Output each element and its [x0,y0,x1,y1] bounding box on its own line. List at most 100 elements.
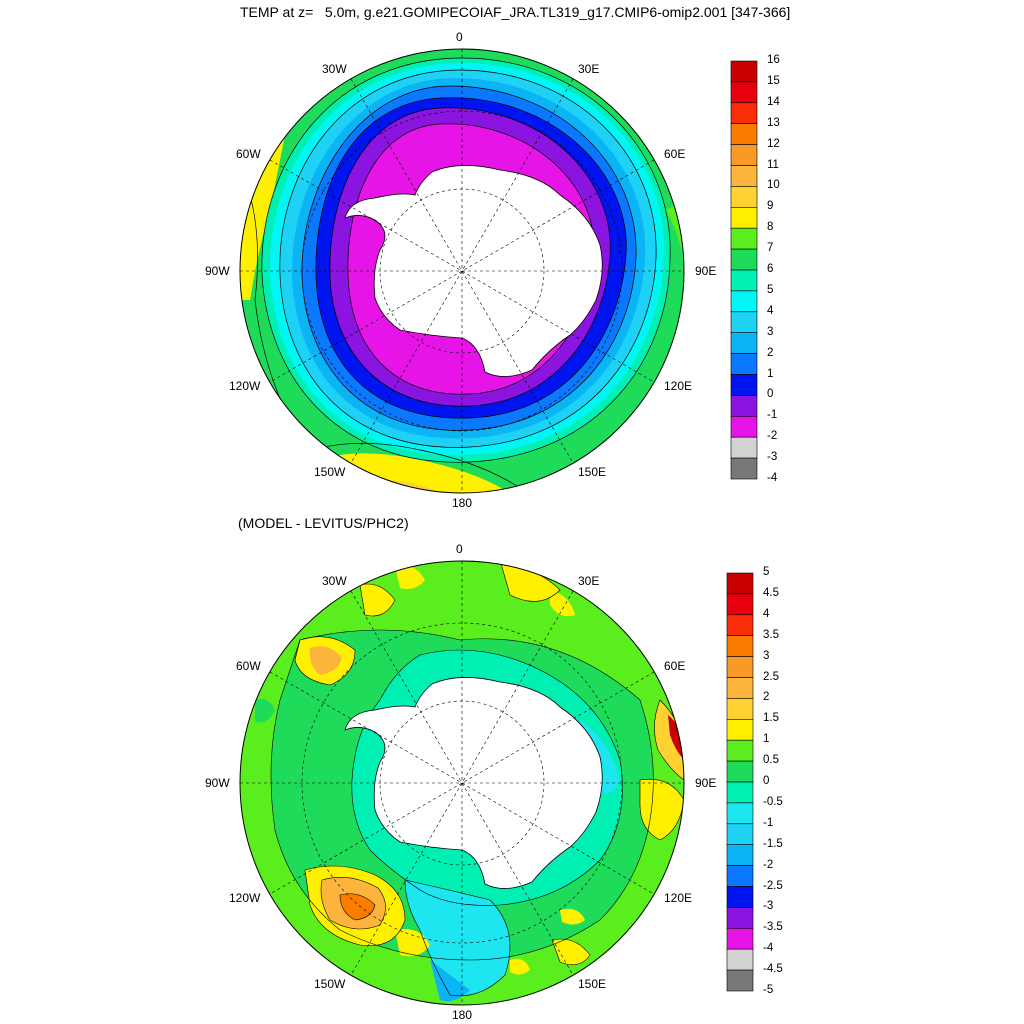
lon-label-30e: 30E [578,574,600,588]
colorbar-tick-label: 0 [767,388,774,401]
colorbar-box [726,572,754,595]
sst-map [240,49,684,493]
colorbar-box [726,635,754,657]
lon-label-150w: 150W [314,465,346,479]
colorbar-box [726,907,754,929]
colorbar-tick-label: -2.5 [763,879,783,892]
colorbar-tick-label: 3 [763,649,770,662]
colorbar-box [730,395,758,417]
colorbar-box [726,802,754,825]
colorbar-tick-label: 5 [767,283,774,296]
colorbar-tick-label: 4 [763,607,770,620]
colorbar-tick-label: 16 [767,54,780,66]
colorbar-box [730,290,758,313]
colorbar-tick-label: -5 [763,984,774,996]
colorbar-tick-label: -1 [767,409,778,422]
colorbar-box [730,123,758,145]
lon-label-120e: 120E [664,891,693,905]
colorbar-tick-label: 1.5 [763,712,779,725]
lon-label-60w: 60W [236,659,261,673]
colorbar-tick-label: -0.5 [763,795,783,808]
colorbar-tick-label: 0.5 [763,754,779,767]
colorbar-box [726,844,754,866]
main-title: TEMP at z= 5.0m, g.e21.GOMIPECOIAF_JRA.T… [240,4,791,20]
lon-label-30w: 30W [322,574,347,588]
lon-label-180: 180 [452,496,473,510]
colorbar-tick-label: 6 [767,263,774,275]
colorbar-tick-label: 13 [767,116,780,129]
colorbar-box [730,353,758,375]
colorbar-box [730,269,758,292]
colorbar-box [730,186,758,208]
colorbar-box [726,927,754,950]
colorbar-box [726,781,754,804]
colorbar-box [726,718,754,741]
colorbar-tick-label: 2 [767,346,774,359]
lon-label-120e: 120E [664,379,693,393]
colorbar-tick-label: 4.5 [763,586,779,599]
colorbar-box [730,332,758,354]
lon-label-90w: 90W [205,264,230,278]
colorbar-box [726,656,754,678]
lon-label-60w: 60W [236,147,261,161]
colorbar-tick-label: 10 [767,179,780,192]
colorbar-tick-label: 1 [763,733,770,746]
colorbar-tick-label: -4.5 [763,963,783,976]
colorbar-box [726,886,754,908]
colorbar-box [726,698,754,720]
lon-label-60e: 60E [664,659,686,673]
lon-label-120w: 120W [229,891,261,905]
colorbar-box [730,144,758,166]
colorbar-box [730,311,758,333]
colorbar-box [730,102,758,125]
colorbar-tick-label: 14 [767,95,780,108]
colorbar-box [730,60,758,83]
colorbar-box [730,227,758,250]
colorbar-tick-label: 5 [763,566,770,578]
colorbar-box [726,865,754,887]
colorbar-tick-label: 11 [767,158,779,171]
lon-label-90e: 90E [695,264,717,278]
colorbar-box [726,948,754,971]
sst-colorbar [730,60,758,480]
colorbar-box [730,165,758,187]
colorbar-box [730,436,758,459]
colorbar-tick-label: -3 [763,900,774,913]
colorbar-box [730,207,758,229]
lon-label-180: 180 [452,1008,473,1022]
lon-label-150e: 150E [578,977,607,991]
colorbar-tick-label: 3 [767,325,774,338]
colorbar-box [726,614,754,636]
colorbar-box [730,457,758,480]
lon-label-150w: 150W [314,977,346,991]
colorbar-tick-label: -1.5 [763,837,783,850]
difference-title: (MODEL - LEVITUS/PHC2) [238,515,409,531]
lon-label-30w: 30W [322,62,347,76]
colorbar-box [730,415,758,438]
colorbar-box [726,823,754,845]
colorbar-box [726,760,754,783]
colorbar-box [730,374,758,396]
colorbar-tick-label: -1 [763,816,774,829]
colorbar-tick-label: 3.5 [763,628,779,641]
lon-label-120w: 120W [229,379,261,393]
colorbar-box [726,593,754,616]
colorbar-box [726,677,754,699]
colorbar-tick-label: 15 [767,74,780,87]
colorbar-tick-label: -4 [767,472,778,484]
colorbar-tick-label: 8 [767,221,774,234]
colorbar-tick-label: 1 [767,367,774,380]
colorbar-box [730,81,758,104]
lon-label-30e: 30E [578,62,600,76]
difference-map [240,561,684,1005]
colorbar-tick-label: 0 [763,775,770,787]
lon-label-90w: 90W [205,776,230,790]
colorbar-tick-label: 12 [767,137,780,150]
colorbar-tick-label: 7 [767,242,774,255]
colorbar-tick-label: -3 [767,451,778,464]
difference-colorbar [726,572,754,992]
lon-label-0: 0 [456,30,463,44]
colorbar-tick-label: 9 [767,200,774,213]
colorbar-tick-label: 2 [763,691,770,704]
